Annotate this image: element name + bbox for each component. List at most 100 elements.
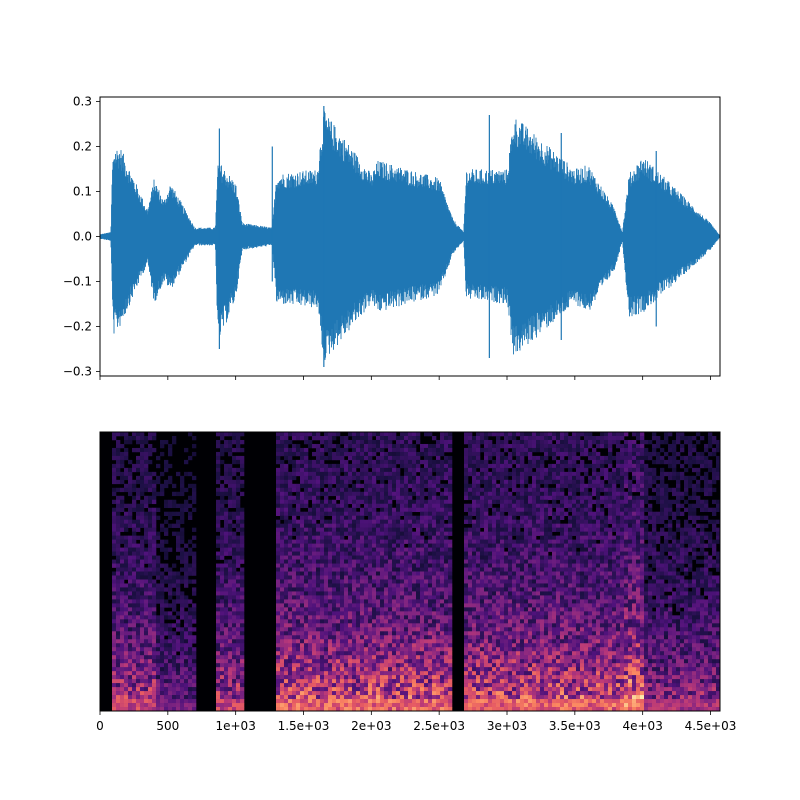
spectrogram-cell	[440, 631, 445, 636]
spectrogram-cell	[224, 439, 229, 445]
spectrogram-cell	[136, 583, 141, 588]
spectrogram-cell	[384, 563, 389, 568]
spectrogram-cell	[292, 495, 297, 501]
spectrogram-cell	[448, 631, 453, 636]
spectrogram-cell	[316, 459, 321, 465]
spectrogram-cell	[312, 527, 317, 532]
spectrogram-cell	[144, 447, 149, 453]
spectrogram-cell	[292, 587, 297, 592]
spectrogram-cell	[484, 459, 489, 465]
spectrogram-cell	[356, 631, 361, 636]
spectrogram-cell	[128, 623, 133, 628]
spectrogram-cell	[120, 575, 125, 580]
spectrogram-cell	[120, 619, 125, 624]
spectrogram-cell	[304, 651, 309, 656]
spectrogram-cell	[184, 611, 189, 616]
spectrogram-cell	[372, 499, 377, 505]
spectrogram-cell	[300, 603, 305, 608]
spectrogram-cell	[328, 579, 333, 584]
spectrogram-cell	[292, 432, 297, 437]
spectrogram-cell	[188, 471, 193, 477]
spectrogram-cell	[132, 679, 137, 684]
spectrogram-cell	[428, 567, 433, 572]
spectrogram-cell	[220, 667, 225, 672]
spectrogram-cell	[216, 479, 221, 485]
spectrogram-cell	[128, 459, 133, 465]
spectrogram-cell	[440, 587, 445, 592]
spectrogram-cell	[288, 583, 293, 588]
spectrogram-cell	[336, 491, 341, 497]
spectrogram-cell	[316, 539, 321, 544]
spectrogram-cell	[352, 432, 357, 437]
spectrogram-cell	[344, 623, 349, 628]
spectrogram-cell	[424, 503, 429, 509]
spectrogram-cell	[140, 603, 145, 608]
spectrogram-cell	[348, 587, 353, 592]
spectrogram-cell	[396, 475, 401, 481]
spectrogram-cell	[280, 432, 285, 437]
spectrogram-cell	[140, 591, 145, 596]
spectrogram-cell	[476, 651, 481, 656]
spectrogram-cell	[412, 675, 417, 680]
spectrogram-cell	[304, 587, 309, 592]
spectrogram-cell	[224, 599, 229, 604]
spectrogram-cell	[448, 707, 453, 712]
spectrogram-cell	[464, 623, 469, 628]
spectrogram-cell	[408, 471, 413, 477]
spectrogram-cell	[140, 475, 145, 481]
spectrogram-cell	[420, 599, 425, 604]
spectrogram-cell	[436, 479, 441, 485]
spectrogram-cell	[412, 559, 417, 564]
spectrogram-cell	[160, 595, 165, 600]
spectrogram-cell	[428, 667, 433, 672]
spectrogram-cell	[324, 567, 329, 572]
spectrogram-cell	[488, 475, 493, 481]
spectrogram-cell	[484, 547, 489, 552]
spectrogram-cell	[312, 451, 317, 457]
spectrogram-cell	[468, 591, 473, 596]
spectrogram-cell	[432, 651, 437, 656]
spectrogram-cell	[304, 439, 309, 445]
spectrogram-cell	[476, 531, 481, 536]
spectrogram-cell	[292, 699, 297, 704]
spectrogram-cell	[140, 575, 145, 580]
spectrogram-cell	[372, 591, 377, 596]
spectrogram-cell	[484, 651, 489, 656]
spectrogram-cell	[364, 575, 369, 580]
spectrogram-cell	[396, 695, 401, 700]
spectrogram-cell	[312, 583, 317, 588]
spectrogram-cell	[308, 439, 313, 445]
spectrogram-cell	[228, 527, 233, 532]
spectrogram-cell	[424, 451, 429, 457]
spectrogram-cell	[332, 587, 337, 592]
spectrogram-cell	[128, 599, 133, 604]
spectrogram-cell	[472, 587, 477, 592]
spectrogram-panel: 0 500 1e+03 1.5e+03 2e+03 2.5e+03 3e+03 3.5e+03…	[96, 431, 736, 733]
spectrogram-cell	[464, 583, 469, 588]
spectrogram-cell	[480, 567, 485, 572]
spectrogram-cell	[232, 575, 237, 580]
spectrogram-cell	[408, 515, 413, 520]
spectrogram-cell	[396, 439, 401, 445]
spectrogram-cell	[240, 471, 245, 477]
spectrogram-cell	[320, 659, 325, 664]
spectrogram-cell	[364, 623, 369, 628]
spectrogram-cell	[468, 679, 473, 684]
spectrogram-cell	[136, 647, 141, 652]
spectrogram-cell	[152, 432, 157, 437]
spectrogram-cell	[368, 619, 373, 624]
spectrogram-cell	[432, 435, 437, 441]
spectrogram-cell	[404, 627, 409, 632]
spectrogram-cell	[220, 655, 225, 660]
spectrogram-cell	[376, 527, 381, 532]
spectrogram-cell	[372, 571, 377, 576]
spectrogram-cell	[188, 547, 193, 552]
spectrogram-cell	[344, 539, 349, 544]
spectrogram-cell	[112, 603, 117, 608]
spectrogram-cell	[384, 515, 389, 520]
spectrogram-cell	[404, 655, 409, 660]
spectrogram-cell	[444, 547, 449, 552]
spectrogram-cell	[384, 475, 389, 481]
spectrogram-cell	[316, 687, 321, 692]
spectrogram-cell	[428, 479, 433, 485]
